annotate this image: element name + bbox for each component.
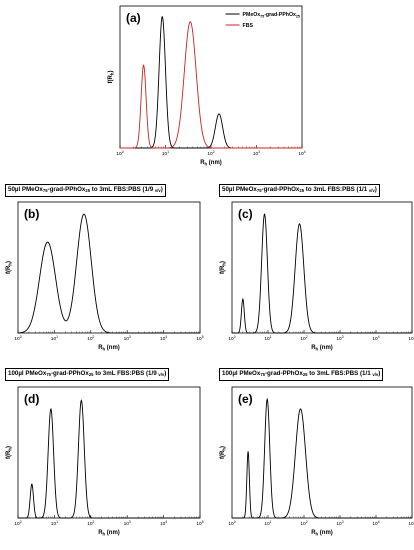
x-tick-label: 100 (228, 520, 235, 527)
x-axis-label: Rh (nm) (200, 160, 222, 167)
chart-panel-b: 50µl PMeOx75-grad-PPhOx25 to 3mL FBS:PBS… (0, 180, 207, 365)
x-axis-label: Rh (nm) (311, 530, 333, 537)
series-line-1 (17, 213, 200, 334)
x-tick-label: 100 (14, 520, 21, 527)
chart-a-svg: 100 101 102 103 104 Rh (nm) f(Rh) (a) PMeOx75-gr… (108, 5, 306, 167)
x-tick-label: 100 (228, 335, 235, 342)
x-tick-label: 101 (264, 335, 271, 342)
x-tick-label: 102 (300, 520, 307, 527)
x-tick-label: 105 (408, 520, 414, 527)
x-tick-label: 104 (372, 520, 379, 527)
x-tick-label: 102 (300, 335, 307, 342)
series-line-1 (232, 397, 412, 519)
panel-e-title: 100µl PMeOx75-grad-PPhOx25 to 3mL FBS:PB… (219, 368, 384, 381)
legend-entry: FBS (243, 23, 254, 29)
x-tick-label: 100 (14, 335, 21, 342)
panel-label: (c) (238, 207, 253, 221)
y-axis-label: f(Rh) (220, 446, 227, 459)
x-tick-label: 103 (336, 520, 343, 527)
plot-frame (17, 386, 201, 519)
chart-panel-d: 100µl PMeOx75-grad-PPhOx25 to 3mL FBS:PB… (0, 365, 207, 550)
x-tick-label: 104 (372, 335, 379, 342)
x-axis-label: Rh (nm) (98, 345, 120, 352)
x-tick-label: 104 (298, 150, 305, 157)
x-tick-label: 105 (408, 335, 414, 342)
series-line-1 (18, 399, 200, 519)
chart-d-svg: 100 101 102 103 104 105 Rh (nm) f(Rh) (d) (6, 386, 204, 537)
legend-entry: PMeOx75-grad-PPhOx25 (243, 12, 300, 18)
chart-e-svg: 100 101 102 103 104 105 Rh (nm) f(Rh) (e) (220, 386, 414, 537)
chart-panel-c: 50µl PMeOx75-grad-PPhOx25 to 3mL FBS:PBS… (207, 180, 414, 365)
y-axis-label: f(Rh) (220, 261, 227, 274)
x-tick-label: 103 (124, 335, 131, 342)
series-line-1 (232, 213, 412, 334)
x-tick-label: 101 (51, 335, 58, 342)
x-tick-label: 102 (87, 520, 94, 527)
y-axis-label: f(Rh) (6, 261, 13, 274)
y-axis-label: f(Rh) (108, 71, 115, 84)
x-tick-label: 101 (51, 520, 58, 527)
x-tick-label: 105 (196, 520, 203, 527)
x-axis-label: Rh (nm) (98, 530, 120, 537)
y-axis-label: f(Rh) (6, 446, 13, 459)
x-tick-label: 105 (196, 335, 203, 342)
x-tick-label: 102 (87, 335, 94, 342)
chart-b-svg: 100 101 102 103 104 105 Rh (nm) f(Rh) (b) (6, 201, 204, 352)
chart-c-svg: 100 101 102 103 104 105 Rh (nm) f(Rh) (c) (220, 201, 414, 352)
plot-frame (231, 386, 413, 519)
chart-panel-e: 100µl PMeOx75-grad-PPhOx25 to 3mL FBS:PB… (207, 365, 414, 550)
x-tick-label: 103 (253, 150, 260, 157)
x-tick-label: 102 (207, 150, 214, 157)
x-tick-label: 104 (160, 520, 167, 527)
panel-label: (a) (126, 11, 141, 25)
x-axis-label: Rh (nm) (311, 345, 333, 352)
panel-label: (b) (24, 207, 39, 221)
x-tick-label: 103 (336, 335, 343, 342)
panel-d-title: 100µl PMeOx75-grad-PPhOx25 to 3mL FBS:PB… (5, 368, 170, 381)
panel-b-title: 50µl PMeOx75-grad-PPhOx25 to 3mL FBS:PBS… (5, 184, 166, 197)
panel-label: (d) (24, 392, 39, 406)
x-tick-label: 103 (124, 520, 131, 527)
x-tick-label: 104 (160, 335, 167, 342)
series-line-1 (120, 16, 302, 149)
panel-label: (e) (238, 392, 253, 406)
plot-frame (17, 201, 201, 334)
panel-c-title: 50µl PMeOx75-grad-PPhOx25 to 3mL FBS:PBS… (219, 184, 380, 197)
x-tick-label: 100 (116, 150, 123, 157)
chart-panel-a: 100 101 102 103 104 Rh (nm) f(Rh) (a) PMeOx75-gr… (0, 0, 414, 170)
series-line-2 (120, 21, 302, 149)
x-tick-label: 101 (264, 520, 271, 527)
x-tick-label: 101 (162, 150, 169, 157)
